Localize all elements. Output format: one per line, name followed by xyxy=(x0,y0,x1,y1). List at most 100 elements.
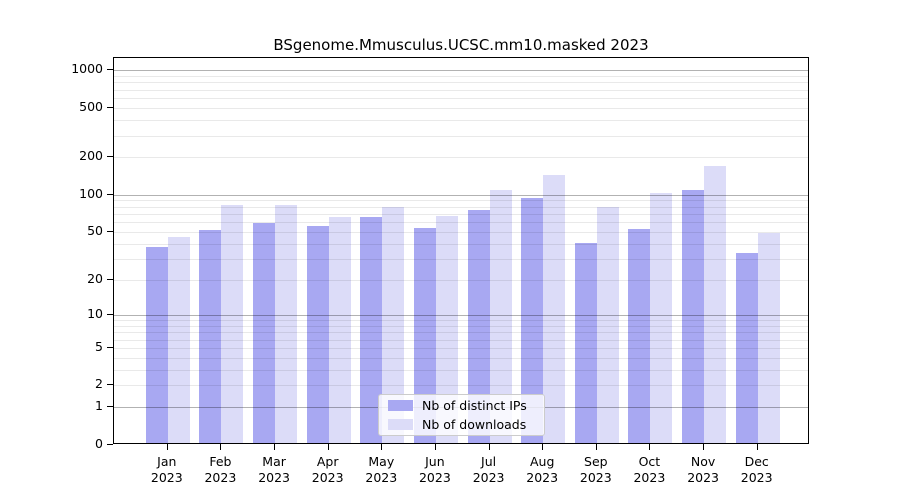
gridline-minor-3 xyxy=(114,369,808,371)
bar-downloads-mar xyxy=(275,204,298,443)
x-tick-mark-jun xyxy=(434,444,436,450)
bar-downloads-jun xyxy=(435,215,458,443)
x-tick-label-feb: Feb 2023 xyxy=(204,454,237,485)
x-tick-mark-sep xyxy=(595,444,597,450)
x-tick-mark-jan xyxy=(166,444,168,450)
y-tick-label-200: 200 xyxy=(79,148,103,164)
bar-distinct-ips-apr xyxy=(306,225,329,443)
bar-distinct-ips-jan xyxy=(145,247,168,443)
x-tick-label-may: May 2023 xyxy=(365,454,398,485)
gridlines-layer xyxy=(114,58,808,443)
x-tick-mark-mar xyxy=(274,444,276,450)
x-tick-label-oct: Oct 2023 xyxy=(633,454,666,485)
y-tick-label-2: 2 xyxy=(95,376,103,392)
gridline-minor-600 xyxy=(114,98,808,99)
x-tick-label-jun: Jun 2023 xyxy=(418,454,451,485)
bar-downloads-aug xyxy=(543,174,566,443)
y-tick-label-500: 500 xyxy=(79,98,103,114)
x-tick-mark-aug xyxy=(542,444,544,450)
bar-downloads-feb xyxy=(221,205,244,443)
legend-label-distinct-ips: Nb of distinct IPs xyxy=(422,397,527,413)
x-tick-mark-jul xyxy=(488,444,490,450)
y-tick-mark-2 xyxy=(107,384,113,386)
gridline-minor-6 xyxy=(114,339,808,341)
gridline-minor-7 xyxy=(114,332,808,334)
bar-distinct-ips-oct xyxy=(628,228,651,443)
legend-item-distinct-ips: Nb of distinct IPs xyxy=(388,398,535,414)
y-tick-label-0: 0 xyxy=(95,436,103,451)
y-tick-label-5: 5 xyxy=(95,338,103,354)
gridline-minor-5 xyxy=(114,347,808,349)
bar-downloads-dec xyxy=(757,233,780,443)
x-tick-mark-dec xyxy=(756,444,758,450)
bar-distinct-ips-jun xyxy=(413,227,436,443)
y-tick-mark-200 xyxy=(107,156,113,158)
y-tick-mark-0 xyxy=(107,444,113,445)
y-tick-label-100: 100 xyxy=(79,185,103,201)
gridline-minor-70 xyxy=(114,213,808,215)
y-tick-mark-100 xyxy=(107,193,113,195)
y-tick-mark-500 xyxy=(107,106,113,108)
downloads-swatch-icon xyxy=(388,419,413,430)
bar-distinct-ips-may xyxy=(360,217,383,443)
x-tick-mark-nov xyxy=(703,444,705,450)
gridline-minor-9 xyxy=(114,320,808,322)
distinct-ips-swatch-icon xyxy=(388,400,413,411)
y-tick-label-10: 10 xyxy=(87,305,103,321)
bar-distinct-ips-mar xyxy=(253,222,276,443)
gridline-major-10 xyxy=(114,314,808,316)
x-tick-label-jul: Jul 2023 xyxy=(472,454,505,485)
gridline-minor-50 xyxy=(114,231,808,233)
gridline-minor-8 xyxy=(114,325,808,327)
gridline-minor-20 xyxy=(114,279,808,281)
legend: Nb of distinct IPs Nb of downloads xyxy=(378,394,545,436)
bar-distinct-ips-sep xyxy=(574,242,597,443)
y-tick-label-50: 50 xyxy=(87,222,103,238)
gridline-minor-800 xyxy=(114,82,808,84)
legend-label-downloads: Nb of downloads xyxy=(422,416,527,432)
gridline-minor-700 xyxy=(114,89,808,91)
y-tick-mark-10 xyxy=(107,313,113,315)
y-tick-mark-20 xyxy=(107,278,113,280)
x-tick-mark-oct xyxy=(649,444,651,450)
x-tick-label-jan: Jan 2023 xyxy=(150,454,183,485)
bar-downloads-sep xyxy=(596,206,619,443)
plot-area xyxy=(113,57,809,444)
gridline-minor-4 xyxy=(114,357,808,359)
gridline-minor-900 xyxy=(114,76,808,77)
gridline-minor-200 xyxy=(114,157,808,159)
y-tick-mark-5 xyxy=(107,346,113,348)
x-tick-label-aug: Aug 2023 xyxy=(526,454,559,485)
y-tick-mark-1 xyxy=(107,406,113,408)
y-tick-label-20: 20 xyxy=(87,270,103,286)
gridline-minor-40 xyxy=(114,243,808,245)
bars-layer xyxy=(114,58,808,443)
bar-distinct-ips-jul xyxy=(467,209,490,443)
bar-downloads-nov xyxy=(704,165,727,443)
y-tick-label-1: 1 xyxy=(95,398,103,414)
y-tick-mark-50 xyxy=(107,230,113,232)
gridline-minor-300 xyxy=(114,135,808,137)
x-tick-label-nov: Nov 2023 xyxy=(687,454,719,485)
x-tick-mark-may xyxy=(381,444,383,450)
gridline-minor-2 xyxy=(114,385,808,387)
bar-downloads-jan xyxy=(167,236,190,443)
x-tick-mark-feb xyxy=(220,444,222,450)
y-tick-label-1000: 1000 xyxy=(71,61,103,77)
x-tick-label-sep: Sep 2023 xyxy=(579,454,612,485)
gridline-minor-80 xyxy=(114,206,808,208)
bar-downloads-jul xyxy=(489,189,512,443)
bar-distinct-ips-aug xyxy=(521,197,544,443)
x-tick-label-apr: Apr 2023 xyxy=(311,454,344,485)
bar-downloads-may xyxy=(382,206,405,443)
x-tick-label-mar: Mar 2023 xyxy=(258,454,290,485)
x-tick-label-dec: Dec 2023 xyxy=(740,454,773,485)
gridline-minor-500 xyxy=(114,107,808,109)
x-tick-mark-apr xyxy=(327,444,329,450)
bar-distinct-ips-nov xyxy=(682,190,705,443)
gridline-minor-90 xyxy=(114,200,808,202)
bar-downloads-oct xyxy=(650,192,673,443)
bar-downloads-apr xyxy=(328,216,351,443)
gridline-minor-400 xyxy=(114,119,808,121)
